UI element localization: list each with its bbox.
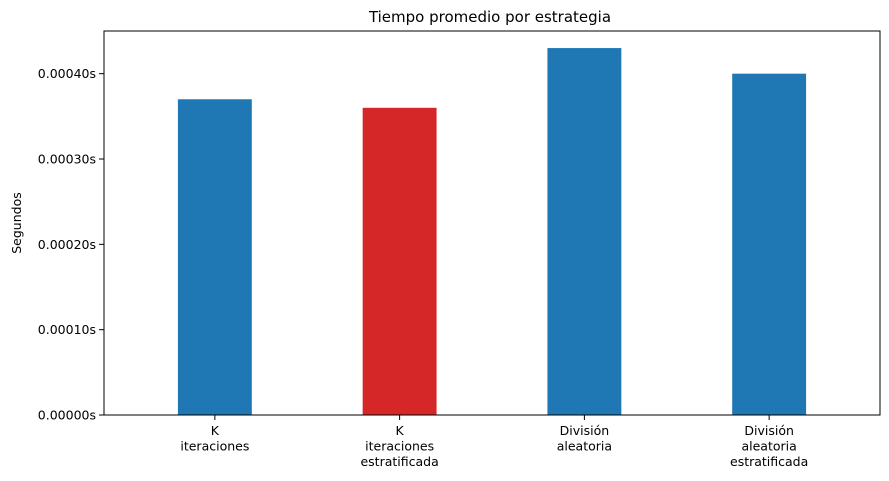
y-tick-label: 0.00010s xyxy=(38,322,96,337)
y-axis-label: Segundos xyxy=(9,192,24,254)
chart-title: Tiempo promedio por estrategia xyxy=(368,8,611,26)
bars-group xyxy=(177,48,807,416)
bar-0 xyxy=(177,99,252,416)
y-tick-label: 0.00030s xyxy=(38,152,96,167)
y-tick-label: 0.00020s xyxy=(38,237,96,252)
bar-1 xyxy=(362,107,437,416)
y-tick-label: 0.00040s xyxy=(38,66,96,81)
plot-frame xyxy=(103,30,881,416)
y-ticks-group: 0.00000s 0.00010s 0.00020s 0.00030s 0.00040s xyxy=(38,66,104,423)
y-tick-label: 0.00000s xyxy=(38,408,96,423)
bar-3 xyxy=(732,73,807,416)
bar-2 xyxy=(547,48,622,416)
x-tick-label: División aleatoria estratificada xyxy=(730,423,808,469)
x-tick-label: División aleatoria xyxy=(557,423,612,454)
